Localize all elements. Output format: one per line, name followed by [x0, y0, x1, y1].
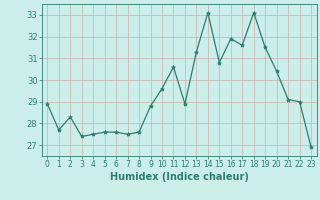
X-axis label: Humidex (Indice chaleur): Humidex (Indice chaleur): [110, 172, 249, 182]
